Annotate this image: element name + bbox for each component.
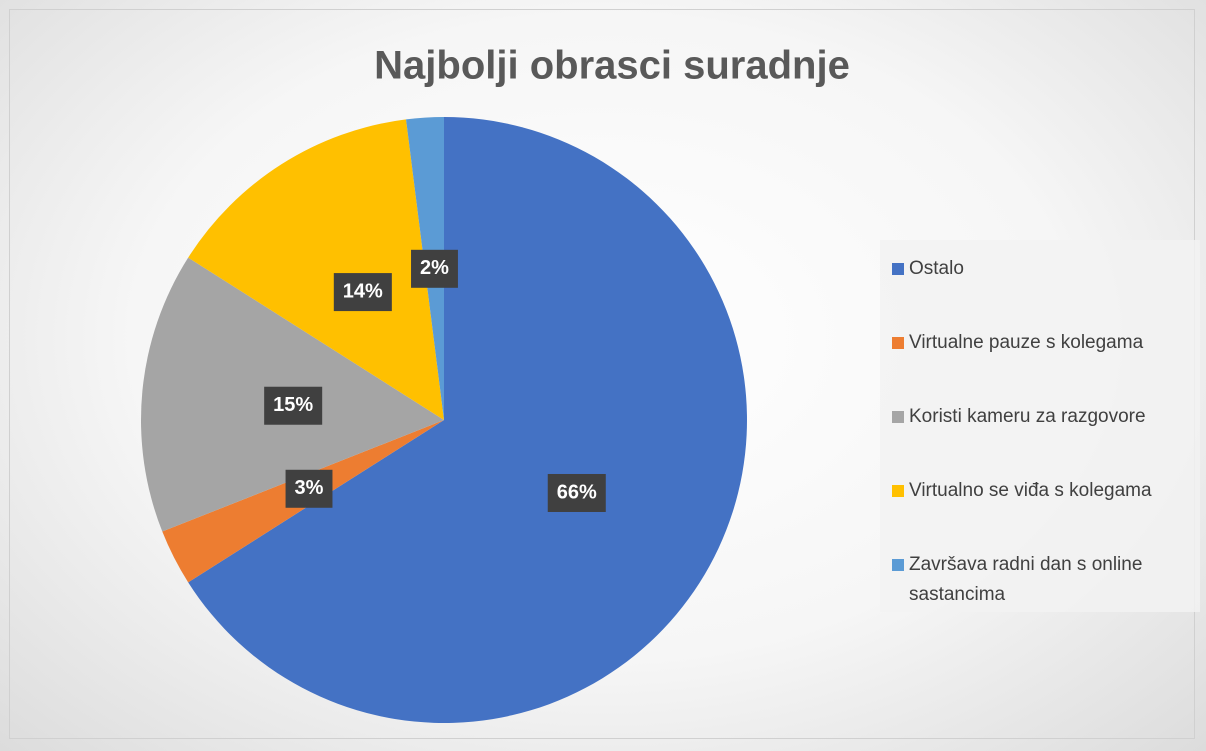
legend-label: Koristi kameru za razgovore <box>909 406 1146 427</box>
data-label-box <box>285 469 333 508</box>
data-label-box <box>411 249 458 288</box>
legend-swatch <box>892 559 904 571</box>
legend-item: Završava radni dan s online sastancima <box>892 550 1190 610</box>
legend-swatch <box>892 411 904 423</box>
data-label: 66% <box>557 481 597 503</box>
legend-swatch <box>892 485 904 497</box>
data-label: 2% <box>420 257 449 279</box>
legend-label: Virtualno se viđa s kolegama <box>909 480 1152 501</box>
data-label-box <box>264 386 323 425</box>
pie-slice <box>188 117 747 723</box>
data-label: 14% <box>343 280 383 302</box>
pie-slice <box>188 119 444 420</box>
legend-label: Virtualne pauze s kolegama <box>909 332 1144 353</box>
data-label: 15% <box>273 394 313 416</box>
chart-title: Najbolji obrasci suradnje <box>374 44 850 88</box>
legend-label: Ostalo <box>909 258 964 279</box>
legend-item: Koristi kameru za razgovore <box>892 402 1190 432</box>
legend-swatch <box>892 263 904 275</box>
legend-label: Završava radni dan s online sastancima <box>909 554 1143 605</box>
legend-item: Virtualne pauze s kolegama <box>892 328 1190 358</box>
data-label-box <box>547 473 606 512</box>
legend-swatch <box>892 337 904 349</box>
legend-item: Ostalo <box>892 254 1190 284</box>
legend-item: Virtualno se viđa s kolegama <box>892 476 1190 506</box>
data-label: 3% <box>295 477 324 499</box>
legend: Ostalo Virtualne pauze s kolegama Koristi … <box>880 240 1200 612</box>
data-label-box <box>333 273 392 312</box>
